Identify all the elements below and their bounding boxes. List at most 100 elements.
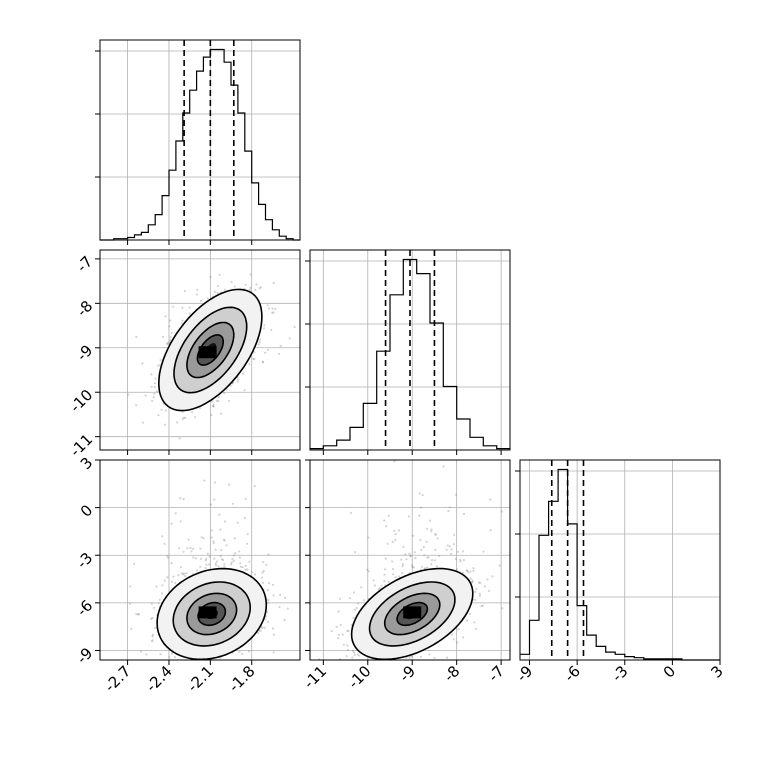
- scatter-point: [232, 559, 235, 563]
- scatter-point: [450, 548, 453, 551]
- scatter-point: [228, 483, 231, 486]
- scatter-point: [135, 613, 138, 616]
- scatter-point: [348, 597, 352, 600]
- scatter-point: [177, 574, 180, 577]
- scatter-point: [286, 607, 289, 610]
- scatter-point: [423, 567, 426, 570]
- scatter-point: [248, 288, 251, 291]
- scatter-point: [262, 581, 265, 585]
- scatter-point: [199, 299, 203, 302]
- scatter-point: [241, 566, 244, 569]
- scatter-point: [212, 540, 215, 543]
- scatter-point: [465, 619, 468, 622]
- scatter-point: [259, 286, 262, 289]
- scatter-point: [433, 656, 436, 660]
- scatter-point: [265, 563, 268, 567]
- scatter-point: [241, 372, 244, 375]
- pair-panel-0-2-density-peak: [198, 606, 217, 619]
- scatter-point: [208, 555, 211, 558]
- scatter-point: [356, 653, 359, 656]
- scatter-point: [204, 559, 207, 562]
- scatter-point: [272, 583, 275, 586]
- scatter-point: [244, 564, 247, 567]
- hist-panel-0-border: [99, 39, 301, 241]
- scatter-point: [266, 304, 269, 307]
- scatter-point: [169, 339, 172, 342]
- scatter-point: [150, 602, 153, 605]
- scatter-point: [435, 565, 438, 568]
- scatter-point: [398, 529, 401, 532]
- scatter-point: [182, 573, 185, 576]
- scatter-point: [151, 639, 154, 642]
- scatter-point: [183, 290, 186, 293]
- scatter-point: [349, 511, 352, 514]
- scatter-point: [258, 341, 261, 344]
- scatter-point: [467, 571, 470, 574]
- scatter-point: [338, 597, 342, 600]
- scatter-point: [153, 382, 157, 385]
- scatter-point: [351, 656, 354, 659]
- scatter-point: [231, 502, 235, 505]
- scatter-point: [491, 575, 494, 578]
- scatter-point: [377, 588, 380, 591]
- scatter-point: [469, 612, 472, 616]
- scatter-point: [411, 655, 414, 658]
- scatter-point: [160, 592, 164, 595]
- scatter-point: [250, 571, 253, 574]
- scatter-point: [401, 565, 404, 568]
- scatter-point: [219, 528, 222, 531]
- scatter-point: [401, 572, 404, 575]
- scatter-point: [383, 568, 387, 571]
- scatter-point: [434, 548, 437, 552]
- scatter-point: [261, 576, 264, 579]
- scatter-point: [220, 549, 223, 552]
- scatter-point: [212, 405, 215, 408]
- scatter-point: [420, 548, 423, 552]
- scatter-point: [218, 273, 221, 276]
- scatter-point: [266, 601, 269, 605]
- hist-panel-0: [95, 39, 301, 245]
- pair-panel-0-2-ytick-label-1: -6: [73, 596, 96, 619]
- scatter-point: [384, 557, 387, 560]
- scatter-point: [137, 613, 141, 616]
- scatter-point: [180, 322, 183, 325]
- scatter-point: [473, 621, 476, 624]
- scatter-point: [498, 564, 501, 567]
- scatter-point: [411, 564, 414, 567]
- scatter-point: [230, 281, 233, 284]
- scatter-point: [185, 572, 188, 575]
- pair-panel-0-2-xtick-label-3: -1.8: [225, 662, 258, 695]
- scatter-point: [169, 319, 172, 322]
- scatter-point: [426, 566, 429, 569]
- scatter-point: [266, 610, 269, 613]
- scatter-point: [144, 394, 147, 397]
- scatter-point: [411, 566, 414, 569]
- scatter-point: [469, 570, 472, 573]
- pair-panel-0-1-border: [99, 249, 301, 451]
- scatter-point: [163, 579, 166, 582]
- scatter-point: [244, 497, 247, 500]
- scatter-point: [210, 414, 213, 417]
- scatter-point: [228, 400, 231, 403]
- scatter-point: [461, 571, 465, 574]
- scatter-point: [278, 605, 281, 609]
- scatter-point: [249, 286, 252, 289]
- scatter-point: [413, 551, 416, 554]
- scatter-point: [335, 625, 338, 629]
- scatter-point: [223, 392, 226, 395]
- scatter-point: [157, 414, 160, 417]
- scatter-point: [372, 579, 375, 582]
- pair-panel-1-2-border: [309, 459, 511, 661]
- scatter-point: [140, 650, 143, 653]
- scatter-point: [366, 568, 369, 571]
- scatter-point: [478, 594, 482, 598]
- scatter-point: [199, 557, 203, 561]
- scatter-point: [400, 558, 403, 561]
- scatter-point: [486, 578, 489, 581]
- scatter-point: [425, 527, 428, 530]
- scatter-point: [214, 548, 217, 551]
- scatter-point: [461, 636, 465, 639]
- hist-panel-2: -9 -6 -3 0 3: [513, 459, 727, 685]
- scatter-point: [383, 519, 386, 522]
